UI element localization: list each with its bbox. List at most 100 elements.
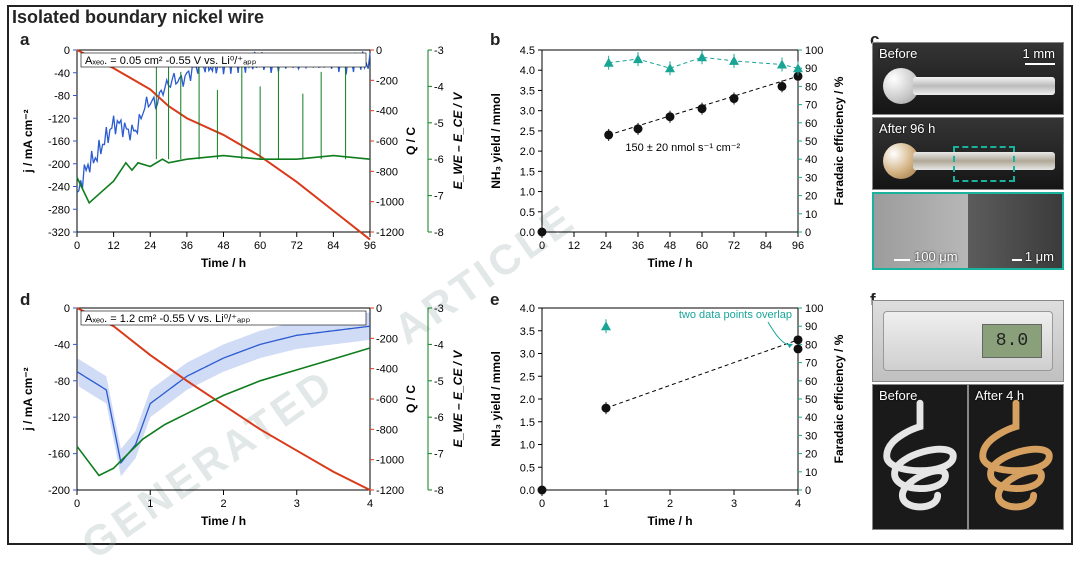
svg-text:Q / C: Q / C <box>404 385 418 413</box>
svg-text:60: 60 <box>805 118 817 130</box>
panel-d-chart: 01234Time / h-200-160-120-80-400j / mA c… <box>15 290 475 540</box>
panel-c-sem-bar-left <box>894 259 910 261</box>
svg-text:-1000: -1000 <box>376 197 404 209</box>
panel-f-before: Before <box>872 384 968 530</box>
svg-text:96: 96 <box>364 240 376 252</box>
svg-text:30: 30 <box>805 172 817 184</box>
svg-text:2.0: 2.0 <box>520 394 535 406</box>
svg-text:60: 60 <box>254 240 266 252</box>
svg-text:70: 70 <box>805 358 817 370</box>
svg-text:1: 1 <box>603 498 609 510</box>
svg-text:-5: -5 <box>434 376 444 388</box>
panel-f-images: 8.0 Before After 4 h <box>872 300 1064 530</box>
svg-text:-7: -7 <box>434 191 444 203</box>
svg-text:Time / h: Time / h <box>647 514 692 528</box>
svg-text:1.0: 1.0 <box>520 187 535 199</box>
svg-text:3.0: 3.0 <box>520 106 535 118</box>
svg-text:84: 84 <box>760 240 772 252</box>
svg-text:-800: -800 <box>376 166 398 178</box>
panel-c-after: After 96 h <box>872 117 1064 190</box>
svg-text:12: 12 <box>568 240 580 252</box>
svg-text:3.0: 3.0 <box>520 349 535 361</box>
svg-text:30: 30 <box>805 430 817 442</box>
panel-c-wire <box>913 77 1055 95</box>
svg-text:70: 70 <box>805 100 817 112</box>
svg-text:96: 96 <box>792 240 804 252</box>
svg-text:1: 1 <box>147 498 153 510</box>
svg-text:-160: -160 <box>48 136 70 148</box>
svg-text:0: 0 <box>376 303 382 315</box>
svg-text:-8: -8 <box>434 485 444 497</box>
svg-text:10: 10 <box>805 209 817 221</box>
svg-text:-1200: -1200 <box>376 227 404 239</box>
svg-text:72: 72 <box>291 240 303 252</box>
panel-a-chart: 01224364860728496Time / h-320-280-240-20… <box>15 32 475 282</box>
svg-text:90: 90 <box>805 321 817 333</box>
svg-text:3: 3 <box>294 498 300 510</box>
svg-text:-5: -5 <box>434 118 444 130</box>
svg-text:-40: -40 <box>54 339 70 351</box>
svg-text:80: 80 <box>805 339 817 351</box>
svg-text:Time / h: Time / h <box>647 256 692 270</box>
svg-text:-3: -3 <box>434 303 444 315</box>
svg-text:-4: -4 <box>434 339 444 351</box>
svg-text:-4: -4 <box>434 81 444 93</box>
svg-text:Faradaic efficiency / %: Faradaic efficiency / % <box>832 334 846 463</box>
caliper-lcd: 8.0 <box>982 324 1042 358</box>
svg-text:24: 24 <box>144 240 156 252</box>
panel-f-after: After 4 h <box>968 384 1064 530</box>
figure-page: ARTICLE GENERATED Isolated boundary nick… <box>0 0 1080 553</box>
svg-text:0.0: 0.0 <box>520 485 535 497</box>
panel-c-before-label: Before <box>879 46 917 61</box>
panel-b-chart: 01224364860728496Time / h0.00.51.01.52.0… <box>480 32 860 282</box>
panel-c-sem-scale-right: 1 μm <box>1025 249 1054 264</box>
svg-text:4.5: 4.5 <box>520 45 535 57</box>
svg-text:NH₃ yield / mmol: NH₃ yield / mmol <box>489 93 503 189</box>
panel-c-before: Before 1 mm <box>872 42 1064 115</box>
svg-text:0.0: 0.0 <box>520 227 535 239</box>
svg-text:84: 84 <box>327 240 339 252</box>
svg-text:12: 12 <box>108 240 120 252</box>
panel-f-caliper: 8.0 <box>872 300 1064 382</box>
panel-c-sem-bar-right <box>1012 259 1022 261</box>
svg-text:24: 24 <box>600 240 612 252</box>
panel-e-chart: 01234Time / h0.00.51.01.52.02.53.03.54.0… <box>480 290 860 540</box>
svg-text:48: 48 <box>664 240 676 252</box>
svg-text:-6: -6 <box>434 154 444 166</box>
svg-text:Q / C: Q / C <box>404 127 418 155</box>
svg-text:3: 3 <box>731 498 737 510</box>
svg-text:60: 60 <box>805 376 817 388</box>
svg-text:0.5: 0.5 <box>520 462 535 474</box>
svg-text:0: 0 <box>805 227 811 239</box>
svg-text:-240: -240 <box>48 182 70 194</box>
svg-text:-200: -200 <box>48 485 70 497</box>
svg-text:-7: -7 <box>434 449 444 461</box>
svg-text:two data points overlap: two data points overlap <box>679 309 792 321</box>
svg-text:-320: -320 <box>48 227 70 239</box>
svg-text:2: 2 <box>220 498 226 510</box>
svg-text:150 ± 20 nmol s⁻¹ cm⁻²: 150 ± 20 nmol s⁻¹ cm⁻² <box>625 142 740 154</box>
panel-c-sem-scale-left: 100 μm <box>914 249 958 264</box>
panel-c-sem: 100 μm 1 μm <box>872 192 1064 270</box>
svg-text:90: 90 <box>805 63 817 75</box>
svg-text:100: 100 <box>805 303 823 315</box>
svg-text:-400: -400 <box>376 106 398 118</box>
svg-text:-1200: -1200 <box>376 485 404 497</box>
svg-text:0.5: 0.5 <box>520 207 535 219</box>
svg-text:-80: -80 <box>54 376 70 388</box>
svg-text:j / mA cm⁻²: j / mA cm⁻² <box>21 109 35 173</box>
svg-text:-160: -160 <box>48 449 70 461</box>
svg-text:-280: -280 <box>48 204 70 216</box>
svg-text:2.0: 2.0 <box>520 146 535 158</box>
svg-text:Aₓₑₒ. = 0.05 cm² -0.55 V: Aₓₑₒ. = 0.05 cm² -0.55 V vs. Li⁰/⁺ₐₚₚ <box>85 55 257 67</box>
svg-text:10: 10 <box>805 467 817 479</box>
svg-text:20: 20 <box>805 449 817 461</box>
svg-text:-3: -3 <box>434 45 444 57</box>
svg-text:-40: -40 <box>54 68 70 80</box>
svg-text:-200: -200 <box>376 75 398 87</box>
svg-text:0: 0 <box>64 303 70 315</box>
svg-text:48: 48 <box>217 240 229 252</box>
svg-text:-1000: -1000 <box>376 455 404 467</box>
svg-text:3.5: 3.5 <box>520 326 535 338</box>
panel-c-scalebar-1mm: 1 mm <box>1023 46 1056 61</box>
